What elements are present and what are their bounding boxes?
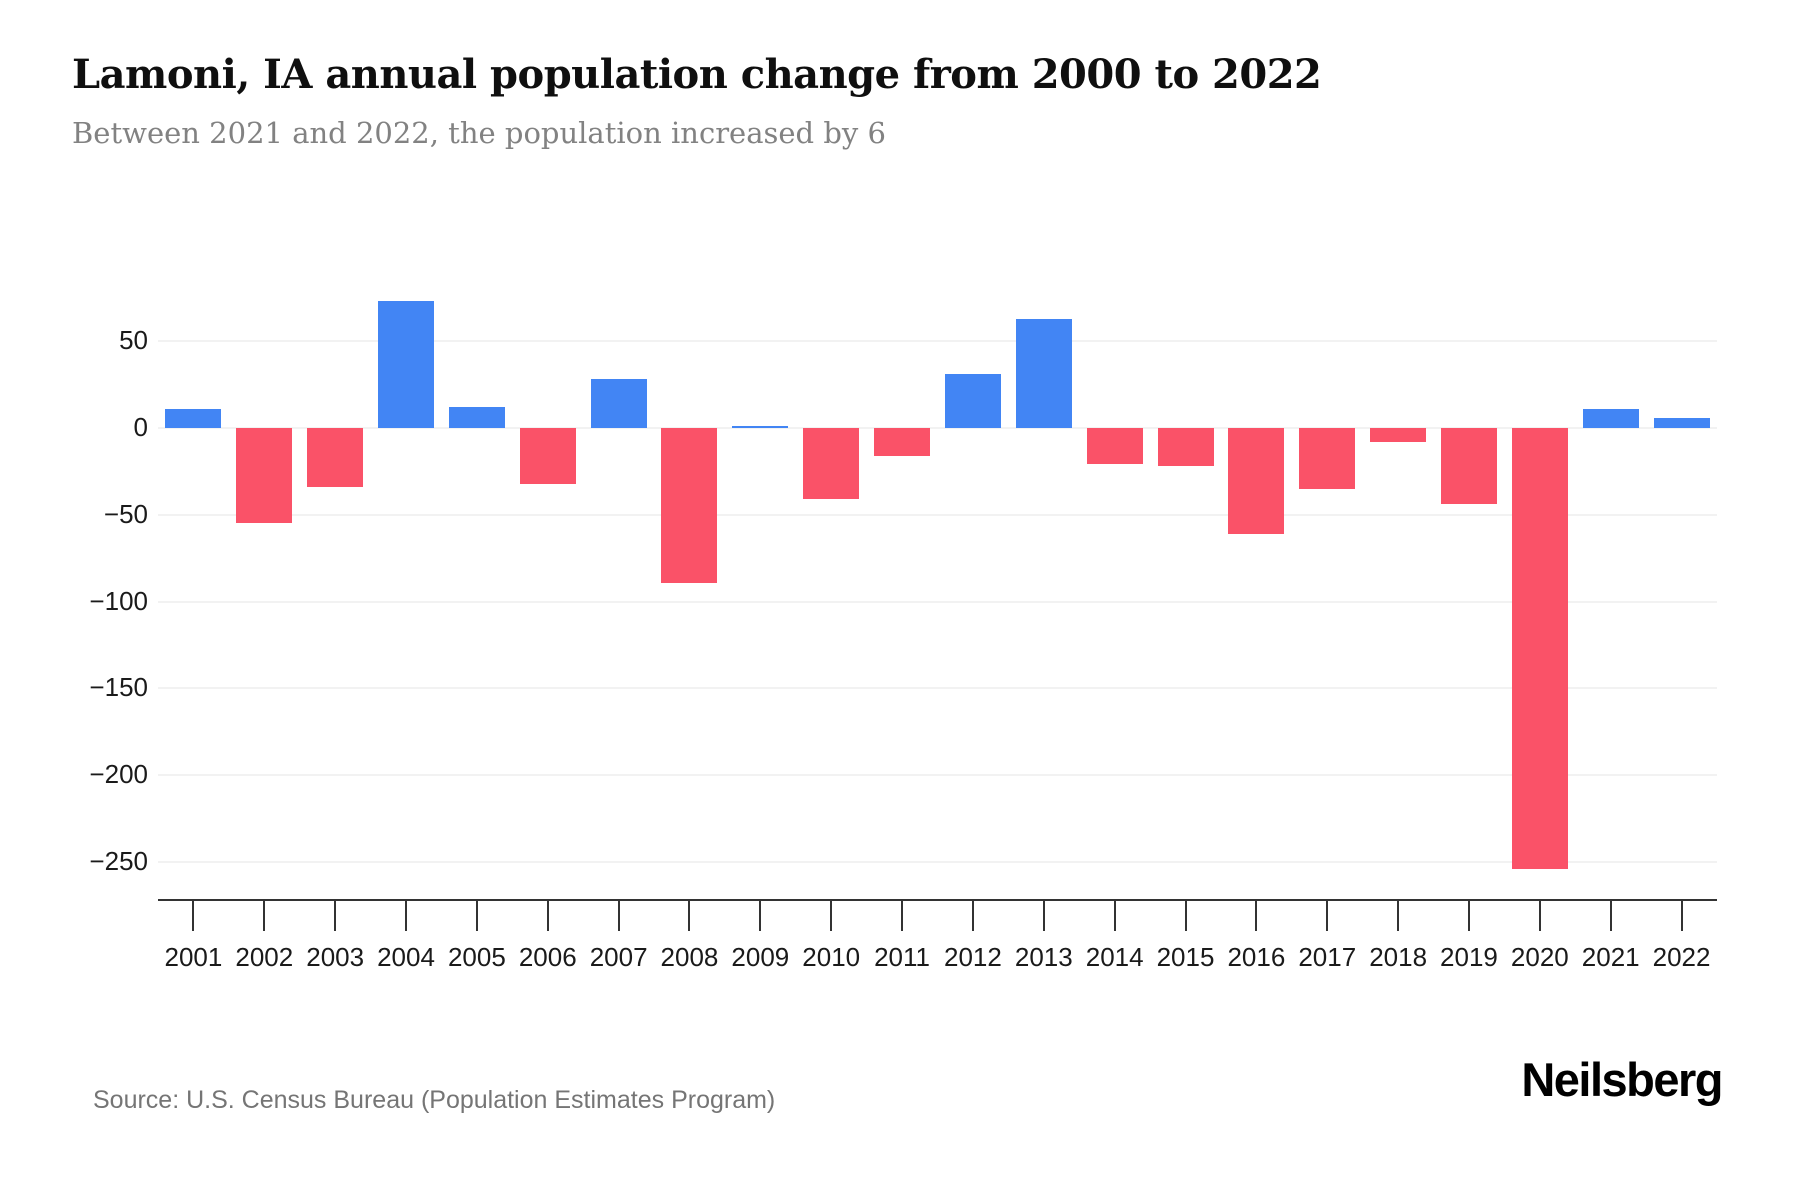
bar-2009[interactable]	[732, 426, 789, 428]
bar-2012[interactable]	[944, 374, 1001, 428]
x-axis-tick	[1326, 901, 1329, 931]
x-axis-label: 2017	[1298, 942, 1357, 972]
bar-2011[interactable]	[874, 428, 931, 456]
x-axis-tick	[1042, 901, 1045, 931]
bar-2010[interactable]	[803, 428, 860, 500]
source-note: Source: U.S. Census Bureau (Population E…	[93, 1086, 776, 1114]
x-axis-tick	[263, 901, 266, 931]
x-axis-tick	[1680, 901, 1683, 931]
y-axis-label: −250	[89, 846, 148, 876]
x-axis-tick	[1397, 901, 1400, 931]
x-axis-tick	[1538, 901, 1541, 931]
gridline	[158, 861, 1717, 863]
x-axis-tick	[830, 901, 833, 931]
y-axis-label: −200	[89, 759, 148, 790]
y-axis-label: −150	[89, 672, 148, 703]
x-axis-label: 2013	[1014, 942, 1073, 972]
x-axis-label: 2005	[447, 942, 506, 972]
gridline	[158, 774, 1717, 777]
bar-2007[interactable]	[590, 379, 647, 428]
x-axis-label: 2007	[589, 942, 648, 972]
bar-2014[interactable]	[1086, 428, 1143, 465]
x-axis-label: 2001	[164, 942, 223, 972]
x-axis-tick	[546, 901, 549, 931]
x-axis-tick	[1609, 901, 1612, 931]
x-axis-tick	[1467, 901, 1470, 931]
gridline	[158, 687, 1717, 690]
x-axis-tick	[901, 901, 904, 931]
x-axis-label: 2020	[1510, 942, 1569, 972]
bar-2021[interactable]	[1582, 408, 1639, 428]
x-axis-tick	[405, 901, 408, 931]
x-axis-label: 2021	[1581, 942, 1640, 972]
bar-2020[interactable]	[1511, 428, 1568, 869]
x-axis-tick	[475, 901, 478, 931]
x-axis-label: 2016	[1227, 942, 1286, 972]
bar-2008[interactable]	[661, 428, 718, 583]
x-axis-label: 2006	[518, 942, 577, 972]
bar-2001[interactable]	[165, 408, 222, 428]
x-axis-tick	[1255, 901, 1258, 931]
bar-2016[interactable]	[1228, 428, 1285, 534]
bar-2013[interactable]	[1015, 318, 1072, 428]
x-axis-tick	[192, 901, 195, 931]
bar-2015[interactable]	[1157, 428, 1214, 467]
x-axis-label: 2010	[802, 942, 861, 972]
gridline	[158, 513, 1717, 516]
x-axis-tick	[334, 901, 337, 931]
chart-title: Lamoni, IA annual population change from…	[72, 51, 1322, 98]
x-axis-label: 2018	[1369, 942, 1428, 972]
x-axis-label: 2019	[1440, 942, 1498, 972]
bar-2005[interactable]	[448, 407, 505, 428]
chart-subtitle: Between 2021 and 2022, the population in…	[72, 116, 886, 150]
x-axis-line	[158, 899, 1717, 901]
bar-2003[interactable]	[307, 428, 364, 488]
y-axis-label: −50	[103, 498, 148, 529]
x-axis-label: 2008	[660, 942, 719, 972]
gridline	[158, 427, 1717, 429]
bar-2004[interactable]	[378, 301, 435, 428]
bar-2006[interactable]	[519, 428, 576, 484]
x-axis-label: 2014	[1085, 942, 1144, 972]
x-axis-label: 2002	[235, 942, 294, 972]
x-axis-tick	[1113, 901, 1116, 931]
x-axis-label: 2015	[1156, 942, 1215, 972]
x-axis-tick	[1184, 901, 1187, 931]
bar-2019[interactable]	[1440, 428, 1497, 505]
y-axis-label: −100	[89, 585, 148, 616]
gridline	[158, 340, 1717, 343]
x-axis-label: 2012	[944, 942, 1002, 972]
gridline	[158, 600, 1717, 603]
bar-2022[interactable]	[1653, 417, 1710, 428]
x-axis-label: 2009	[731, 942, 790, 972]
y-axis-label: 0	[133, 412, 148, 442]
x-axis-tick	[971, 901, 974, 931]
x-axis-label: 2022	[1652, 942, 1711, 972]
x-axis-label: 2003	[306, 942, 365, 972]
x-axis-tick	[617, 901, 620, 931]
x-axis-tick	[688, 901, 691, 931]
bar-2002[interactable]	[236, 428, 293, 524]
x-axis-label: 2004	[377, 942, 435, 972]
x-axis-label: 2011	[874, 942, 931, 972]
y-axis-label: 50	[119, 325, 148, 356]
brand-logo: Neilsberg	[1521, 1053, 1723, 1106]
x-axis-tick	[759, 901, 762, 931]
bar-2018[interactable]	[1370, 428, 1427, 442]
bar-2017[interactable]	[1299, 428, 1356, 489]
